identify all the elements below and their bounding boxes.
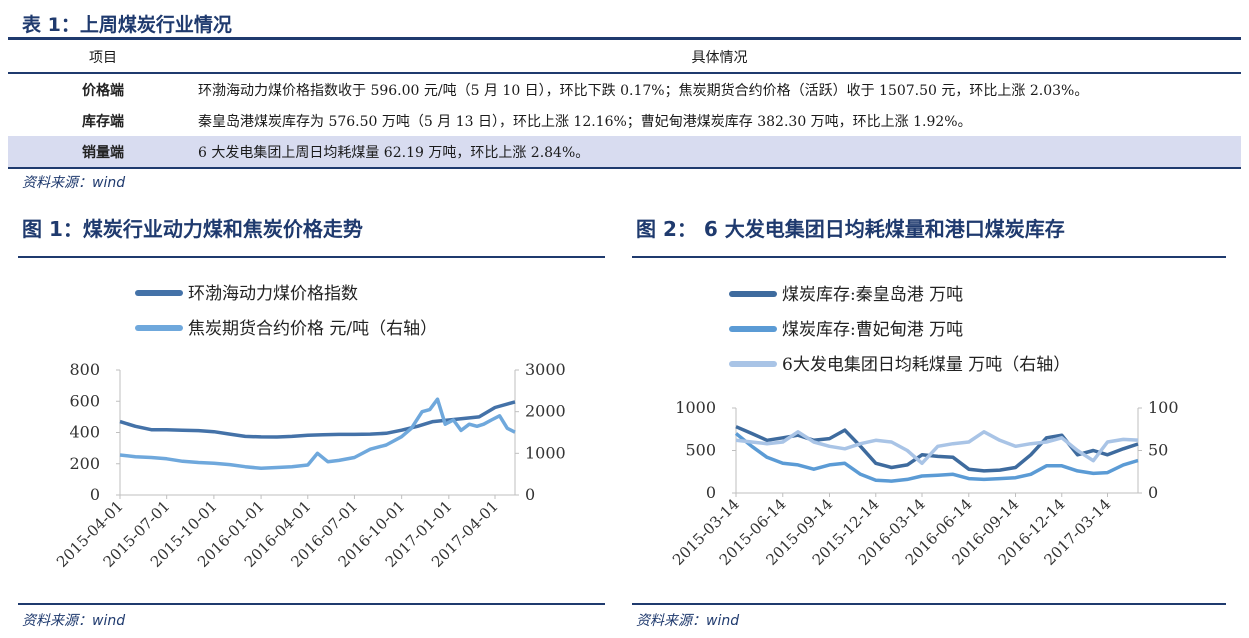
legend-label-1: 煤炭库存:秦皇岛港 万吨 (782, 285, 963, 305)
y-right-tick-label: 0 (525, 485, 535, 504)
row-label: 销量端 (8, 136, 198, 169)
legend-label-2: 焦炭期货合约价格 元/吨（右轴） (188, 319, 437, 339)
row-label: 价格端 (82, 82, 124, 99)
fig2-title: 图 2： 6 大发电集团日均耗煤量和港口煤炭库存 (636, 217, 1065, 241)
table-top-rule (8, 37, 1241, 40)
y-right-tick-label: 2000 (525, 402, 566, 421)
series-line-1 (119, 400, 516, 439)
summary-table: 项目 具体情况 价格端 环渤海动力煤价格指数收于 596.00 元/吨（5 月 … (8, 41, 1241, 169)
y-left-tick-label: 0 (90, 485, 100, 504)
y-left-tick-label: 400 (69, 423, 100, 442)
series-line-3 (735, 430, 1139, 466)
y-right-tick-label: 3000 (525, 360, 566, 379)
row-detail: 环渤海动力煤价格指数收于 596.00 元/吨（5 月 10 日），环比下跌 0… (198, 82, 1089, 99)
table-header-row: 项目 具体情况 (8, 41, 1241, 74)
table-header-detail: 具体情况 (198, 41, 1241, 74)
y-left-tick-label: 800 (69, 360, 100, 379)
fig1-bottom-rule (18, 603, 605, 605)
y-right-tick-label: 50 (1148, 441, 1168, 460)
fig2-bottom-rule (632, 603, 1226, 605)
fig2-top-rule (632, 256, 1226, 258)
y-left-tick-label: 500 (685, 441, 716, 460)
table-row: 价格端 环渤海动力煤价格指数收于 596.00 元/吨（5 月 10 日），环比… (8, 73, 1241, 105)
y-left-tick-label: 0 (706, 483, 716, 502)
y-right-tick-label: 0 (1148, 483, 1158, 502)
table-row: 销量端 6 大发电集团上周日均耗煤量 62.19 万吨，环比上涨 2.84%。 (8, 136, 1241, 169)
table-title: 表 1：上周煤炭行业情况 (22, 14, 232, 36)
y-right-tick-label: 100 (1148, 398, 1179, 417)
y-left-tick-label: 1000 (675, 398, 716, 417)
chart1: 020040060080001000200030002015-04-012015… (53, 284, 566, 571)
table-source: 资料来源：wind (22, 175, 126, 191)
y-left-tick-label: 600 (69, 391, 100, 410)
row-detail: 秦皇岛港煤炭库存为 576.50 万吨（5 月 13 日），环比上涨 12.16… (198, 113, 972, 130)
fig1-title: 图 1：煤炭行业动力煤和焦炭价格走势 (22, 217, 363, 241)
legend-label-3: 6大发电集团日均耗煤量 万吨（右轴） (782, 355, 1070, 375)
row-detail: 6 大发电集团上周日均耗煤量 62.19 万吨，环比上涨 2.84%。 (198, 136, 1241, 169)
table-header-item: 项目 (8, 41, 198, 74)
table-row: 库存端 秦皇岛港煤炭库存为 576.50 万吨（5 月 13 日），环比上涨 1… (8, 105, 1241, 136)
series-line-2 (119, 397, 516, 471)
fig1-top-rule (18, 256, 605, 258)
chart2: 050010000501002015-03-142015-06-142015-0… (669, 285, 1179, 569)
y-left-tick-label: 200 (69, 454, 100, 473)
series-line-2 (734, 432, 1139, 483)
legend-label-1: 环渤海动力煤价格指数 (188, 284, 358, 304)
fig1-source: 资料来源：wind (22, 613, 126, 629)
fig2-source: 资料来源：wind (636, 613, 740, 629)
row-label: 库存端 (82, 113, 124, 130)
y-right-tick-label: 1000 (525, 443, 566, 462)
legend-label-2: 煤炭库存:曹妃甸港 万吨 (782, 320, 963, 340)
